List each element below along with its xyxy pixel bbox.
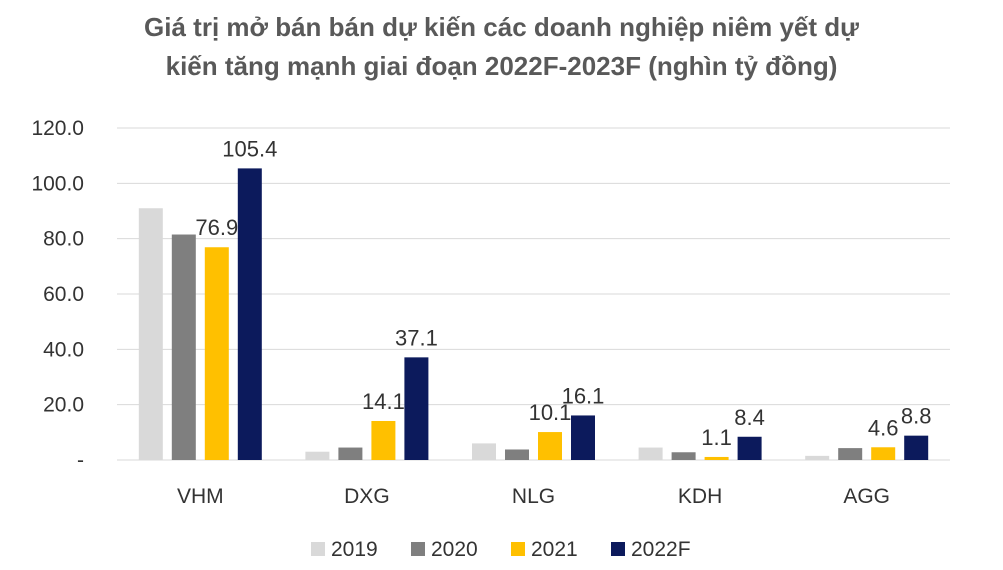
y-tick-label: 20.0 <box>43 394 84 417</box>
bar <box>305 451 330 460</box>
bar <box>571 415 595 460</box>
legend-label: 2020 <box>431 538 478 561</box>
bar <box>237 168 262 461</box>
y-tick-label: 60.0 <box>43 283 84 306</box>
bar <box>171 234 196 460</box>
data-label: 16.1 <box>562 383 605 408</box>
data-label: 1.1 <box>701 425 732 450</box>
y-tick-label: 40.0 <box>43 338 84 361</box>
data-label: 10.1 <box>529 400 572 425</box>
data-label: 105.4 <box>222 136 277 161</box>
bar <box>538 432 562 460</box>
chart-title-line2: kiến tăng mạnh giai đoạn 2022F-2023F (ng… <box>165 51 838 81</box>
legend-label: 2022F <box>631 538 691 561</box>
legend-label: 2021 <box>531 538 578 561</box>
y-tick-label: - <box>77 449 84 472</box>
bar <box>505 449 529 460</box>
y-tick-label: 80.0 <box>43 228 84 251</box>
bar <box>638 447 663 460</box>
chart-title: Giá trị mở bán bán dự kiến các doanh ngh… <box>0 8 1003 86</box>
legend-swatch <box>611 542 625 556</box>
bar <box>838 448 863 460</box>
bar <box>904 435 929 460</box>
bar <box>338 447 363 460</box>
bar <box>472 443 496 460</box>
x-tick-label: KDH <box>678 485 722 508</box>
chart-title-line1: Giá trị mở bán bán dự kiến các doanh ngh… <box>144 12 859 42</box>
y-tick-label: 120.0 <box>31 117 84 140</box>
x-tick-label: DXG <box>344 485 390 508</box>
data-label: 8.8 <box>901 404 932 429</box>
bar <box>704 456 729 460</box>
data-label: 37.1 <box>395 325 438 350</box>
legend-swatch <box>511 542 525 556</box>
data-label: 8.4 <box>734 405 765 430</box>
bar <box>204 247 229 460</box>
bar <box>737 436 762 460</box>
bar <box>671 452 696 460</box>
data-label: 76.9 <box>195 215 238 240</box>
x-tick-label: AGG <box>843 485 890 508</box>
legend-swatch <box>311 542 325 556</box>
legend-swatch <box>411 542 425 556</box>
bar <box>871 447 896 460</box>
bar <box>404 357 429 460</box>
bar <box>138 208 163 460</box>
legend-label: 2019 <box>331 538 378 561</box>
bar <box>371 420 396 460</box>
y-tick-label: 100.0 <box>31 172 84 195</box>
x-tick-label: VHM <box>177 485 224 508</box>
bar <box>805 455 830 460</box>
data-label: 4.6 <box>868 415 899 440</box>
data-label: 14.1 <box>362 389 405 414</box>
x-tick-label: NLG <box>512 485 555 508</box>
